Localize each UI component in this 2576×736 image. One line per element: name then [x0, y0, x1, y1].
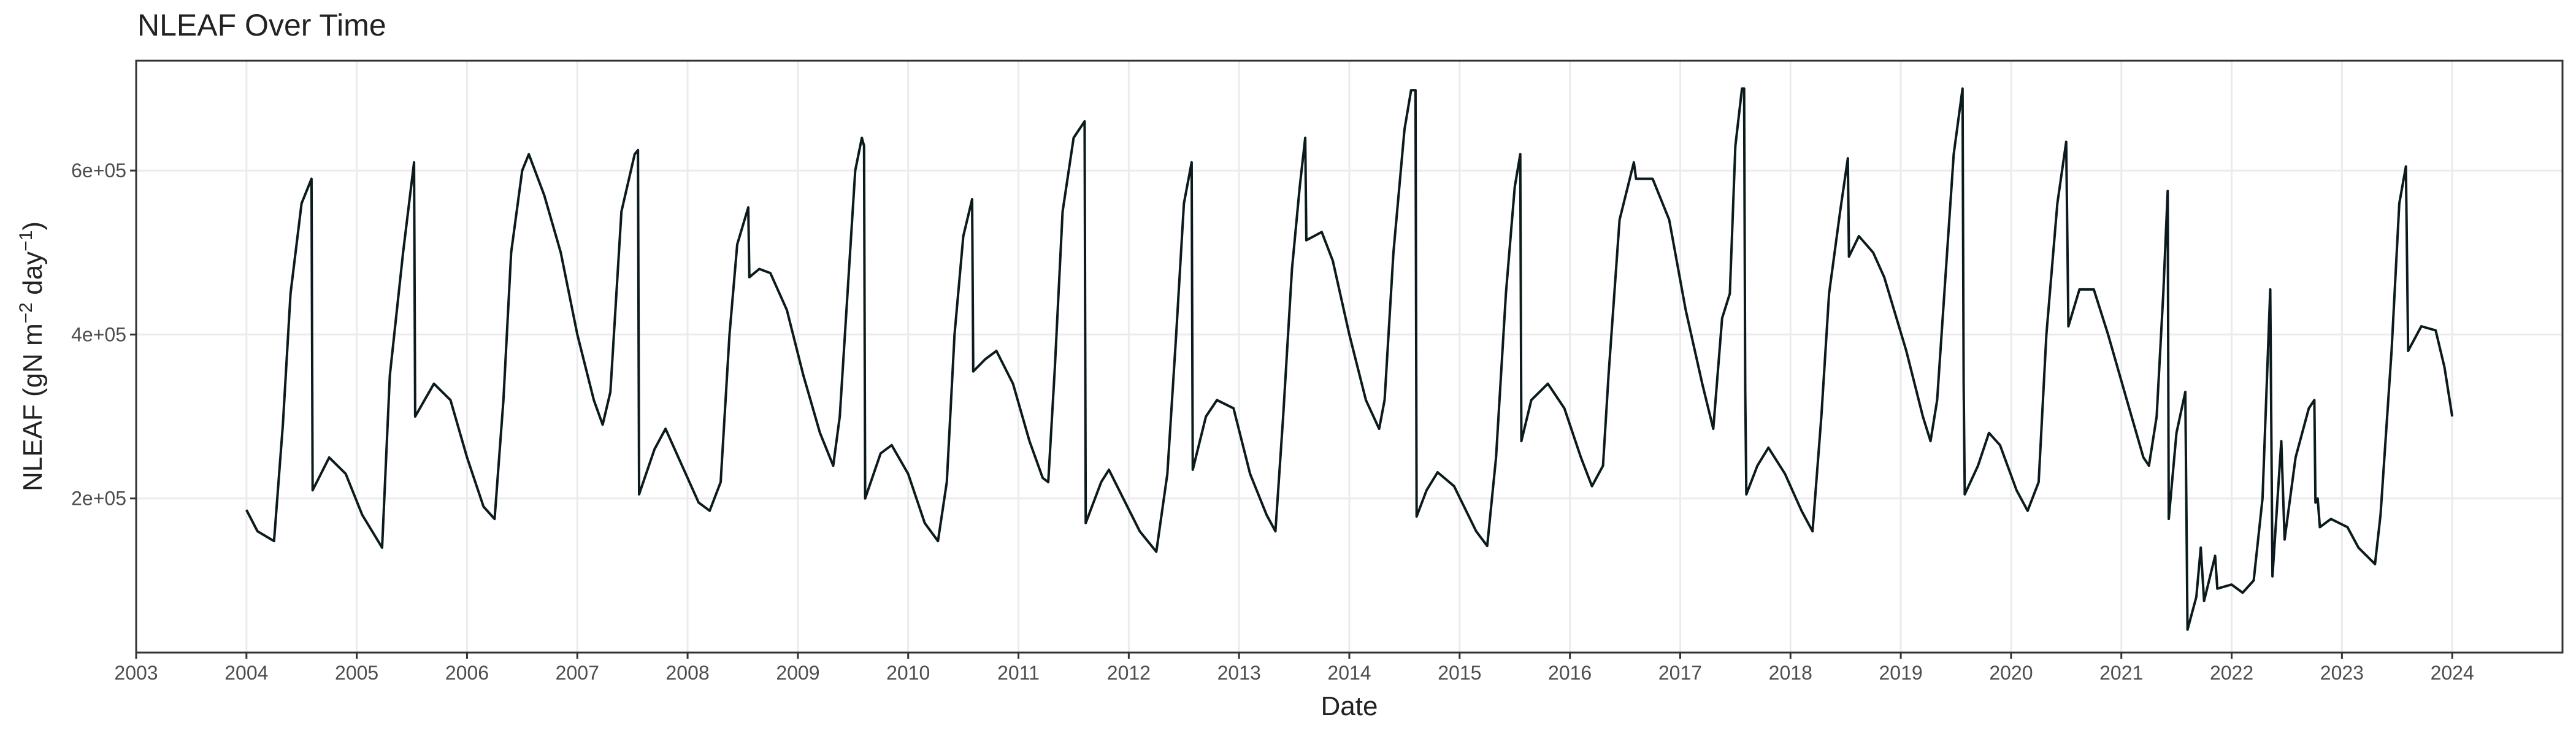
y-label-superscript: −2	[16, 302, 36, 323]
x-tick-label: 2018	[1769, 662, 1812, 684]
x-tick-label: 2017	[1658, 662, 1702, 684]
y-label-text: )	[18, 221, 48, 231]
x-tick-label: 2007	[556, 662, 599, 684]
x-tick-label: 2020	[1989, 662, 2033, 684]
data-line	[245, 87, 2454, 631]
x-tick-label: 2005	[335, 662, 378, 684]
y-tick-label: 6e+05	[71, 159, 126, 182]
x-tick-label: 2014	[1327, 662, 1371, 684]
x-tick-label: 2024	[2431, 662, 2474, 684]
x-tick-label: 2006	[445, 662, 489, 684]
x-tick-label: 2023	[2320, 662, 2364, 684]
y-label-text: day	[18, 251, 48, 302]
y-label-superscript: −1	[16, 231, 36, 251]
x-tick-label: 2011	[997, 662, 1040, 684]
x-tick-label: 2022	[2210, 662, 2253, 684]
x-tick-label: 2009	[776, 662, 819, 684]
x-tick-label: 2021	[2099, 662, 2143, 684]
x-tick-label: 2013	[1217, 662, 1261, 684]
x-tick-label: 2012	[1107, 662, 1151, 684]
chart-title: NLEAF Over Time	[137, 8, 386, 42]
x-tick-label: 2003	[114, 662, 158, 684]
plot-border	[135, 59, 2564, 654]
x-tick-label: 2019	[1879, 662, 1922, 684]
x-tick-label: 2010	[886, 662, 930, 684]
x-tick-label: 2004	[224, 662, 268, 684]
y-axis-label: NLEAF (gN m−2 day−1)	[16, 221, 48, 491]
x-tick-label: 2015	[1438, 662, 1481, 684]
y-tick-label: 4e+05	[71, 323, 126, 345]
y-label-text: NLEAF (gN m	[18, 323, 48, 491]
y-tick-label: 2e+05	[71, 488, 126, 510]
x-tick-label: 2008	[665, 662, 709, 684]
x-axis-label: Date	[1321, 691, 1378, 721]
x-tick-label: 2016	[1548, 662, 1592, 684]
